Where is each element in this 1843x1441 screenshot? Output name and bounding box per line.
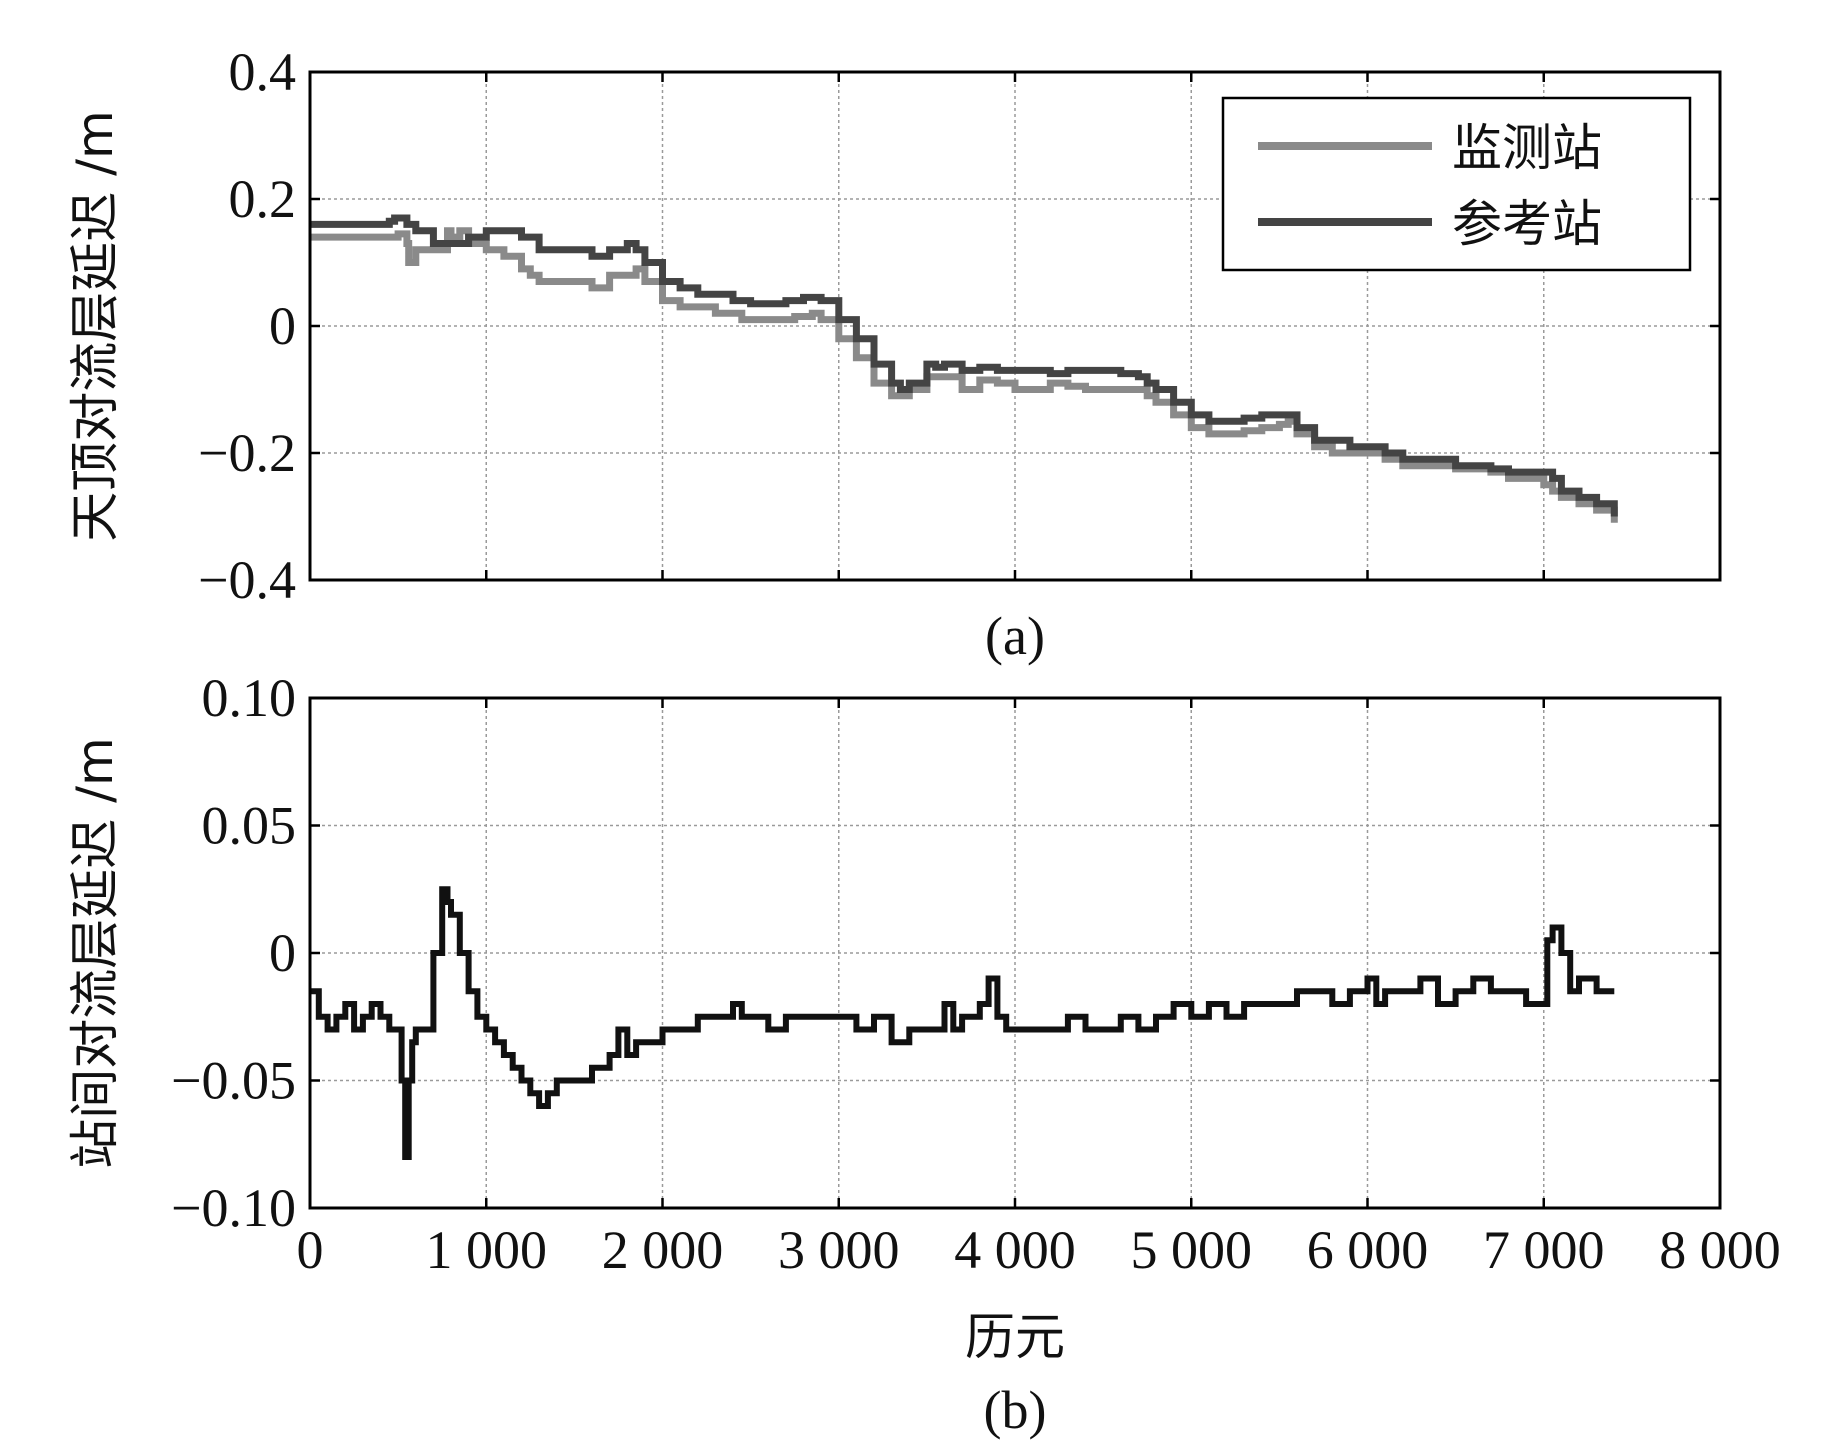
panel-a: 0.4 0.2 0 −0.2 −0.4 监测站 参考站 天顶对流层延迟 /m (a): [66, 42, 1722, 666]
lines-a: [310, 214, 1618, 523]
xtick-label-b-7: 7 000: [1483, 1220, 1605, 1280]
series-line-a-1: [310, 214, 1618, 517]
ytick-label-a-2: 0: [269, 296, 296, 356]
ytick-label-b-3: −0.05: [171, 1051, 296, 1111]
ytick-label-b-4: −0.10: [171, 1178, 296, 1238]
caption-a: (a): [985, 606, 1045, 666]
xtick-label-b-3: 3 000: [778, 1220, 900, 1280]
xtick-label-b-4: 4 000: [954, 1220, 1076, 1280]
xtick-label-b-8: 8 000: [1659, 1220, 1781, 1280]
series-line-a-0: [310, 227, 1618, 523]
ytick-label-b-0: 0.10: [202, 668, 297, 728]
xtick-label-b-5: 5 000: [1131, 1220, 1253, 1280]
caption-b: (b): [984, 1380, 1047, 1440]
ytick-label-a-1: 0.2: [229, 169, 297, 229]
y-axis-label-a: 天顶对流层延迟 /m: [66, 110, 124, 541]
ticks-b: [308, 696, 1722, 1210]
series-line-b-0: [310, 886, 1615, 1160]
ytick-label-a-3: −0.2: [198, 423, 296, 483]
legend: 监测站 参考站: [1221, 96, 1692, 272]
ytick-label-b-1: 0.05: [202, 796, 297, 856]
grid-b: [310, 698, 1720, 1208]
grid-a: [310, 72, 1720, 580]
lines-b: [310, 886, 1615, 1160]
ytick-label-a-4: −0.4: [198, 550, 296, 610]
legend-label-reference: 参考站: [1452, 195, 1602, 253]
ytick-labels-a: 0.4 0.2 0 −0.2 −0.4: [198, 42, 296, 610]
xtick-label-b-1: 1 000: [426, 1220, 548, 1280]
ytick-label-b-2: 0: [269, 923, 296, 983]
y-axis-label-b: 站间对流层延迟 /m: [66, 737, 124, 1168]
xtick-label-b-0: 0: [297, 1220, 324, 1280]
xtick-label-b-2: 2 000: [602, 1220, 724, 1280]
ytick-labels-b: 0.10 0.05 0 −0.05 −0.10: [171, 668, 296, 1238]
legend-box: [1221, 96, 1692, 272]
x-axis-label-b: 历元: [965, 1308, 1065, 1366]
ytick-label-a-0: 0.4: [229, 42, 297, 102]
xtick-label-b-6: 6 000: [1307, 1220, 1429, 1280]
panel-b: 0.10 0.05 0 −0.05 −0.10 0 1 000 2 000 3 000 4 00…: [66, 668, 1781, 1440]
ticks-a: [308, 70, 1722, 582]
xtick-labels-b: 0 1 000 2 000 3 000 4 000 5 000 6 000 7 000 8 00…: [297, 1220, 1781, 1280]
legend-label-monitor: 监测站: [1452, 119, 1602, 177]
